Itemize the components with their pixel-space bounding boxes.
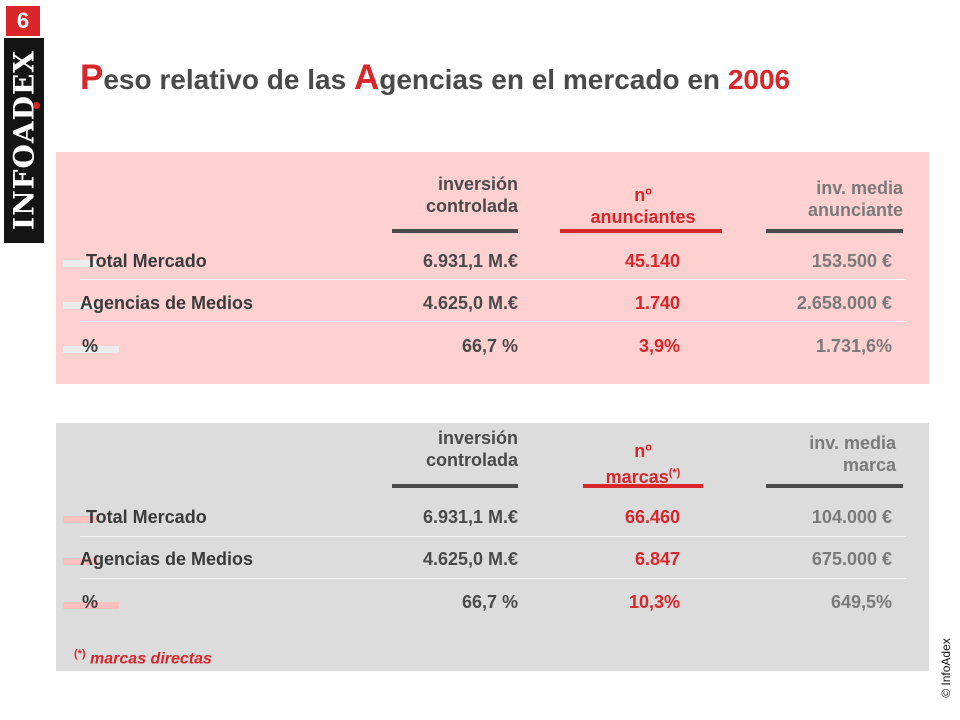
row-bullet [63, 346, 119, 353]
cell-avg: 2.658.000 € [796, 293, 892, 313]
row-label-total-market: Total Mercado [86, 507, 207, 527]
cell-investment: 4.625,0 M.€ [422, 293, 518, 313]
header-count-line1: nº [634, 185, 652, 205]
row-separator [80, 536, 906, 537]
row-label-percent: % [82, 592, 99, 612]
header-count-line2: marcas(*) [560, 462, 726, 488]
header-avg-underline [766, 229, 903, 233]
header-avg-line2: marca [842, 455, 896, 475]
row-separator [80, 578, 906, 579]
cell-count: 66.460 [624, 507, 680, 527]
footnote-text: marcas directas [85, 650, 212, 668]
title-initial-a: A [353, 58, 380, 97]
header-investment-line1: inversión [437, 174, 518, 194]
page-title: Peso relativo de las Agencias en el merc… [80, 58, 790, 98]
infoadex-logo [4, 38, 44, 243]
header-count-underline [560, 229, 722, 233]
row-bullet [63, 602, 119, 609]
header-investment-line1: inversión [437, 428, 518, 448]
header-investment: inversión controlada [360, 427, 518, 471]
cell-count: 1.740 [634, 293, 680, 313]
header-advertisers-count: nº anunciantes [560, 184, 726, 228]
row-bullet [63, 558, 97, 565]
cell-investment: 66,7 % [461, 592, 518, 612]
header-avg-line1: inv. media [816, 178, 903, 198]
row-bullet [63, 516, 97, 523]
copyright: © InfoAdex [939, 638, 953, 698]
cell-avg: 649,5% [830, 592, 892, 612]
header-footnote-mark: (*) [668, 467, 681, 479]
title-year: 2006 [727, 64, 791, 95]
cell-count: 6.847 [634, 549, 680, 569]
header-avg-line1: inv. media [809, 433, 896, 453]
header-count-line2: anunciantes [590, 207, 696, 227]
cell-avg: 153.500 € [811, 251, 892, 271]
cell-avg: 675.000 € [811, 549, 892, 569]
advertisers-panel [56, 152, 929, 384]
cell-count: 45.140 [624, 251, 680, 271]
row-separator [80, 279, 906, 280]
cell-investment: 66,7 % [461, 336, 518, 356]
logo-dot-icon [33, 102, 40, 109]
footnote-mark: (*) [74, 648, 86, 660]
row-label-media-agencies: Agencias de Medios [80, 549, 254, 569]
row-separator [80, 321, 906, 322]
cell-avg: 104.000 € [811, 507, 892, 527]
brands-panel [56, 423, 929, 671]
page-number-badge: 6 [6, 6, 40, 36]
row-label-percent: % [82, 336, 99, 356]
row-bullet [63, 302, 97, 309]
header-investment: inversión controlada [360, 173, 518, 217]
cell-count: 10,3% [628, 592, 680, 612]
row-label-media-agencies: Agencias de Medios [80, 293, 254, 313]
cell-count: 3,9% [638, 336, 680, 356]
header-count-underline [583, 484, 703, 488]
header-investment-line2: controlada [425, 196, 518, 216]
title-part-1: eso relativo de las [103, 64, 354, 95]
header-avg-underline [766, 484, 903, 488]
header-brands-word: marcas [605, 467, 669, 487]
row-label-total-market: Total Mercado [86, 251, 207, 271]
row-bullet [63, 260, 97, 267]
header-avg-line2: anunciante [807, 200, 903, 220]
title-part-2: gencias en el mercado en [379, 64, 728, 95]
cell-avg: 1.731,6% [815, 336, 892, 356]
header-avg-investment: inv. media marca [748, 432, 896, 476]
cell-investment: 6.931,1 M.€ [422, 251, 518, 271]
header-investment-line2: controlada [425, 450, 518, 470]
footnote: (*) marcas directas [74, 648, 212, 668]
cell-investment: 6.931,1 M.€ [422, 507, 518, 527]
cell-investment: 4.625,0 M.€ [422, 549, 518, 569]
header-investment-underline [392, 484, 518, 488]
title-initial-p: P [80, 58, 104, 97]
header-count-line1: nº [634, 441, 652, 461]
header-brands-count: nº marcas(*) [560, 440, 726, 488]
logo-text: INFOADEX [7, 49, 41, 231]
header-investment-underline [392, 229, 518, 233]
header-avg-investment: inv. media anunciante [748, 177, 903, 221]
